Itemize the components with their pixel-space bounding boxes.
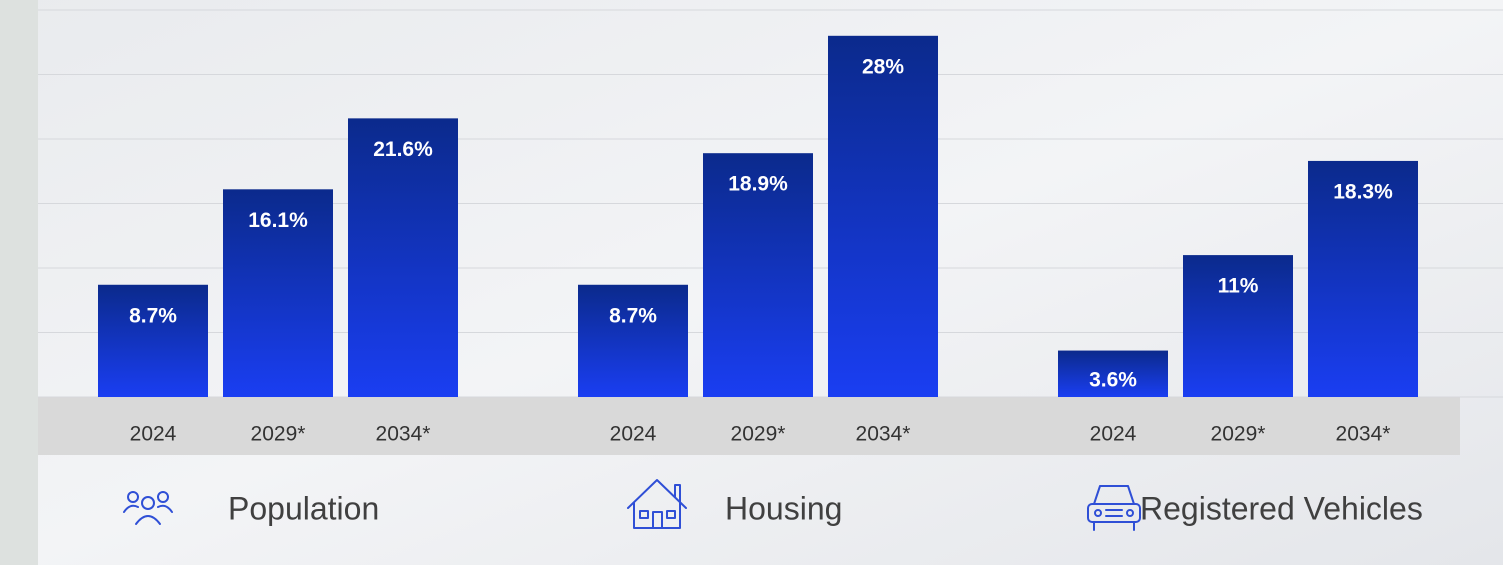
x-tick-label: 2029* bbox=[1211, 423, 1266, 446]
value-label: 8.7% bbox=[609, 304, 657, 327]
group-label: Population bbox=[228, 490, 379, 526]
x-tick-label: 2029* bbox=[731, 423, 786, 446]
value-label: 21.6% bbox=[373, 138, 433, 161]
bar bbox=[1058, 350, 1168, 397]
bar bbox=[223, 189, 333, 397]
background-edge bbox=[0, 0, 38, 565]
x-tick-label: 2034* bbox=[856, 423, 911, 446]
population-icon bbox=[123, 491, 173, 525]
x-tick-label: 2024 bbox=[610, 423, 657, 446]
bar bbox=[828, 35, 938, 398]
value-label: 11% bbox=[1218, 275, 1259, 298]
housing-icon bbox=[627, 479, 687, 529]
bar bbox=[578, 284, 688, 397]
x-tick-label: 2024 bbox=[1090, 423, 1137, 446]
vehicle-icon bbox=[1087, 485, 1141, 531]
bar bbox=[703, 153, 813, 397]
category-band bbox=[38, 397, 1460, 455]
value-label: 28% bbox=[862, 55, 904, 78]
x-tick-label: 2034* bbox=[1336, 423, 1391, 446]
value-label: 18.3% bbox=[1333, 180, 1393, 203]
bar bbox=[1308, 160, 1418, 397]
bar bbox=[98, 284, 208, 397]
group-label: Housing bbox=[725, 490, 842, 526]
bar bbox=[348, 118, 458, 398]
value-label: 18.9% bbox=[728, 173, 788, 196]
x-tick-label: 2029* bbox=[251, 423, 306, 446]
value-label: 3.6% bbox=[1089, 369, 1137, 392]
group-label: Registered Vehicles bbox=[1140, 490, 1423, 526]
value-label: 16.1% bbox=[248, 209, 308, 232]
value-label: 8.7% bbox=[129, 304, 177, 327]
x-tick-label: 2024 bbox=[130, 423, 177, 446]
bar bbox=[1183, 255, 1293, 397]
x-tick-label: 2034* bbox=[376, 423, 431, 446]
